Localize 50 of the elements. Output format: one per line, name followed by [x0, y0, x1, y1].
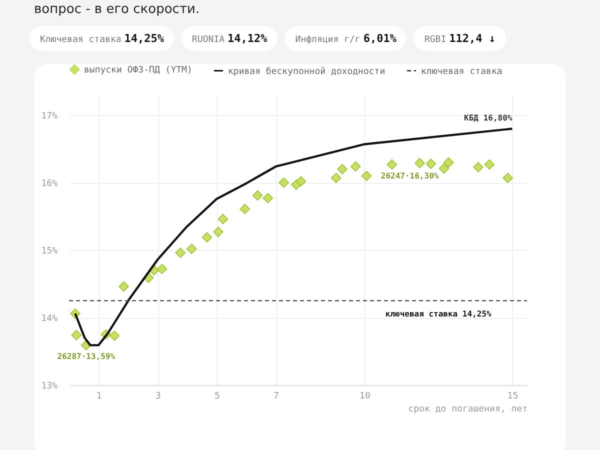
point	[278, 178, 289, 188]
point	[438, 163, 450, 174]
point	[262, 193, 274, 204]
annotation: 26247·16,30%	[380, 171, 439, 180]
point	[71, 330, 82, 340]
text: RUONIA 14,12%	[182, 26, 278, 51]
text: RGBI 112,4 ↓	[414, 26, 506, 51]
point	[296, 176, 306, 186]
point	[252, 190, 263, 201]
annotation: КБД 16,80%	[464, 114, 512, 123]
point	[109, 330, 120, 341]
legend-label: кривая бескупонной доходности	[228, 66, 386, 77]
point	[444, 157, 454, 168]
x-tick-label: 1	[96, 392, 102, 402]
point	[213, 226, 224, 238]
point	[218, 214, 228, 224]
point	[156, 264, 168, 274]
point	[202, 232, 212, 242]
text: вопрос - в его скорости.	[33, 1, 201, 19]
legend-label: выпуски ОФЗ-ПД (YTM)	[84, 66, 192, 76]
point	[337, 164, 348, 174]
point	[426, 158, 436, 169]
point	[414, 158, 425, 168]
x-tick-label: 15	[507, 392, 518, 402]
y-tick-label: 13%	[41, 382, 58, 392]
point	[240, 204, 250, 214]
y-tick-label: 17%	[41, 112, 58, 122]
point	[361, 170, 372, 182]
x-tick-label: 5	[214, 392, 220, 402]
point	[502, 172, 513, 184]
text: Инфляция г/г 6,01%	[285, 26, 406, 51]
point	[175, 248, 186, 258]
text: Ключевая ставка 14,25%	[30, 26, 174, 51]
x-tick-label: 10	[360, 392, 370, 402]
y-tick-label: 16%	[41, 179, 58, 190]
y-tick-label: 15%	[41, 246, 58, 257]
x-tick-label: 7	[274, 392, 280, 402]
x-tick-label: 3	[155, 392, 161, 402]
point	[473, 162, 484, 172]
point	[330, 172, 342, 184]
annotation: ключевая ставка 14,25%	[385, 310, 492, 319]
point	[118, 281, 129, 292]
annotation: 26287·13,59%	[57, 352, 116, 362]
point	[484, 159, 495, 170]
y-tick-label: 14%	[41, 314, 58, 324]
x-axis-title: срок до погашения, лет	[408, 404, 528, 414]
point	[350, 161, 361, 172]
point	[186, 244, 197, 254]
point	[386, 159, 398, 170]
legend-label: ключевая ставка	[421, 66, 502, 77]
